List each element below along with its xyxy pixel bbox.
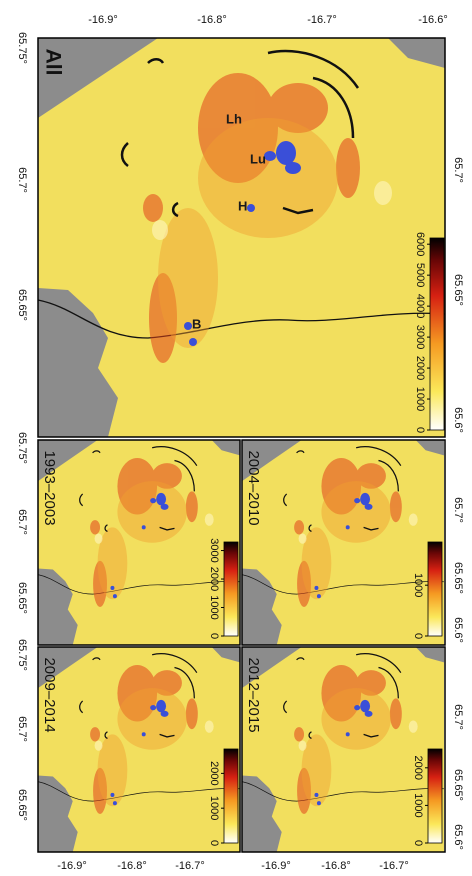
- panel-label: 2012–2015: [245, 657, 262, 732]
- lon-label: -16.9°: [261, 860, 290, 872]
- lat-label: 65.65°: [16, 289, 28, 321]
- annotation: H: [238, 198, 247, 213]
- lat-label: 65.7°: [452, 497, 464, 523]
- annotation: B: [192, 316, 201, 331]
- colorbar-tick-label: 5000: [414, 263, 426, 287]
- colorbar-tick-label: 0: [414, 427, 426, 433]
- lat-label: 65.6°: [452, 407, 464, 433]
- lat-label: 65.7°: [452, 704, 464, 730]
- colorbar-tick-label: 0: [412, 633, 424, 639]
- colorbar-tick-label: 1000: [208, 796, 220, 820]
- lat-label: 65.7°: [16, 167, 28, 193]
- colorbar-tick-label: 1000: [414, 387, 426, 411]
- colorbar-tick-label: 4000: [414, 294, 426, 318]
- colorbar: [428, 749, 442, 843]
- panel-label: 1993–2003: [41, 450, 58, 525]
- panel-map: [242, 440, 444, 645]
- colorbar-tick-label: 1000: [412, 793, 424, 817]
- colorbar: [428, 542, 442, 636]
- panel-label: All: [41, 49, 64, 76]
- lat-label: 65.75°: [16, 432, 28, 464]
- lon-label: -16.8°: [197, 14, 226, 26]
- lat-label: 65.7°: [452, 157, 464, 183]
- colorbar-tick-label: 1000: [412, 573, 424, 597]
- colorbar-tick-label: 2000: [208, 761, 220, 785]
- lon-label: -16.6°: [418, 14, 447, 26]
- panel-map: [242, 647, 444, 852]
- lat-label: 65.7°: [16, 716, 28, 742]
- lat-label: 65.6°: [452, 824, 464, 850]
- colorbar-tick-label: 2000: [208, 567, 220, 591]
- lon-label: -16.7°: [175, 860, 204, 872]
- lon-label: -16.9°: [88, 14, 117, 26]
- panel-label: 2004–2010: [245, 450, 262, 525]
- colorbar: [224, 542, 238, 636]
- figure: All Lh Lu H B -16.9° -16.8° -16.7° -16.6° 65.75° 6…: [0, 0, 472, 876]
- lat-label: 65.75°: [16, 32, 28, 64]
- colorbar-tick-label: 0: [412, 840, 424, 846]
- annotation: Lu: [250, 151, 266, 166]
- lon-label: -16.8°: [321, 860, 350, 872]
- lon-label: -16.8°: [117, 860, 146, 872]
- colorbar-tick-label: 1000: [208, 595, 220, 619]
- colorbar-tick-label: 2000: [414, 356, 426, 380]
- colorbar-tick-label: 2000: [412, 756, 424, 780]
- main-map: [38, 38, 445, 437]
- colorbar-tick-label: 6000: [414, 232, 426, 256]
- main-panel: [38, 38, 445, 437]
- lon-label: -16.7°: [379, 860, 408, 872]
- panel-map: [38, 647, 240, 852]
- colorbar-tick-label: 3000: [208, 538, 220, 562]
- lat-label: 65.65°: [16, 789, 28, 821]
- lat-label: 65.65°: [452, 274, 464, 306]
- lat-label: 65.75°: [16, 639, 28, 671]
- colorbar: [224, 749, 238, 843]
- lat-label: 65.65°: [16, 582, 28, 614]
- colorbar: [430, 238, 444, 430]
- colorbar-tick-label: 0: [208, 840, 220, 846]
- lat-label: 65.6°: [452, 617, 464, 643]
- annotation: Lh: [226, 111, 242, 126]
- colorbar-tick-label: 3000: [414, 325, 426, 349]
- sub-maps: [38, 440, 445, 852]
- lon-label: -16.7°: [307, 14, 336, 26]
- lat-label: 65.7°: [16, 509, 28, 535]
- lon-label: -16.9°: [57, 860, 86, 872]
- lat-label: 65.65°: [452, 769, 464, 801]
- lat-label: 65.65°: [452, 562, 464, 594]
- panel-label: 2009–2014: [41, 657, 58, 732]
- colorbar-tick-label: 0: [208, 633, 220, 639]
